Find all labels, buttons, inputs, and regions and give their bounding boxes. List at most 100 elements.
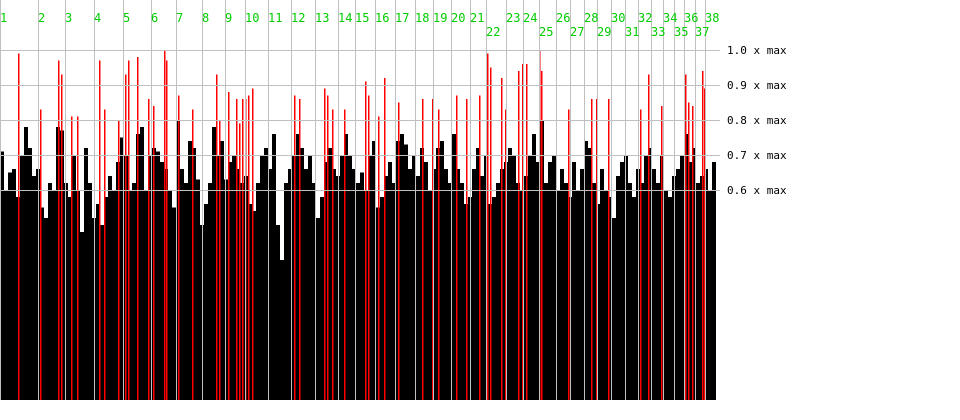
bar [648, 148, 652, 400]
highlighted-bar [192, 109, 194, 400]
y-tick-label: 0.6 x max [727, 184, 787, 197]
bar [168, 190, 172, 400]
bar [424, 162, 428, 400]
x-marker-label: 3 [65, 11, 72, 25]
highlighted-bar [456, 95, 458, 400]
bar [172, 207, 176, 400]
x-marker-label: 2 [38, 11, 45, 25]
bar [408, 169, 412, 400]
bar [108, 176, 112, 400]
bar [300, 148, 304, 400]
highlighted-bar [294, 95, 296, 400]
x-marker-label: 9 [225, 11, 232, 25]
bar [84, 148, 88, 400]
bar [652, 169, 656, 400]
highlighted-bar [40, 109, 42, 400]
highlighted-bar [487, 53, 489, 400]
bar [392, 183, 396, 400]
bar [308, 155, 312, 400]
x-marker-label: 22 [486, 25, 500, 39]
bar [100, 225, 104, 400]
x-marker-label: 25 [539, 25, 553, 39]
bar [192, 148, 196, 400]
bar [584, 141, 588, 400]
x-marker-label: 21 [470, 11, 484, 25]
x-marker-label: 26 [556, 11, 570, 25]
highlighted-bar [591, 99, 593, 400]
bar [512, 155, 516, 400]
bar [232, 155, 236, 400]
highlighted-bar [422, 99, 424, 400]
bar [476, 148, 480, 400]
bar [12, 169, 16, 400]
highlighted-bar [104, 109, 106, 400]
bar [104, 197, 108, 400]
bar [132, 183, 136, 400]
bar [612, 218, 616, 400]
bar [296, 134, 300, 400]
highlighted-bar [568, 109, 570, 400]
highlighted-bar [118, 120, 120, 400]
bar [268, 169, 272, 400]
highlighted-bar [522, 64, 524, 400]
y-tick-label: 0.9 x max [727, 79, 787, 92]
highlighted-bar [608, 99, 610, 400]
bar [216, 155, 220, 400]
bar [316, 218, 320, 400]
bar [404, 144, 408, 400]
highlighted-bar [501, 78, 503, 400]
bar [536, 162, 540, 400]
x-marker-label: 19 [433, 11, 447, 25]
highlighted-bar [518, 71, 520, 400]
bar [96, 204, 100, 400]
highlighted-bar [384, 78, 386, 400]
bar [608, 197, 612, 400]
highlighted-bar [18, 53, 20, 400]
bar [276, 225, 280, 400]
highlighted-bar [58, 60, 60, 400]
bar [120, 137, 124, 400]
x-marker-label: 32 [638, 11, 652, 25]
highlighted-bar [479, 95, 481, 400]
bar [256, 183, 260, 400]
bar [676, 169, 680, 400]
bar [560, 169, 564, 400]
bar [72, 155, 76, 400]
highlighted-bar [704, 88, 706, 400]
bar [148, 155, 152, 400]
bar [412, 155, 416, 400]
y-tick-label: 1.0 x max [727, 44, 787, 57]
highlighted-bar [438, 109, 440, 400]
bar [496, 183, 500, 400]
bar [160, 162, 164, 400]
bar [208, 183, 212, 400]
bar [52, 190, 56, 400]
bar [588, 148, 592, 400]
bar [340, 155, 344, 400]
bar [616, 176, 620, 400]
highlighted-bar [432, 99, 434, 400]
bar [632, 197, 636, 400]
bar [348, 155, 352, 400]
bar [48, 183, 52, 400]
bar [156, 151, 160, 400]
bar [140, 127, 144, 400]
bar [600, 169, 604, 400]
bar [388, 162, 392, 400]
highlighted-bar [692, 106, 694, 400]
bar [372, 141, 376, 400]
bar [440, 141, 444, 400]
bar [472, 169, 476, 400]
bar [180, 169, 184, 400]
bar [644, 155, 648, 400]
bar [456, 169, 460, 400]
highlighted-bar [236, 99, 238, 400]
bar [692, 148, 696, 400]
bar [544, 183, 548, 400]
bar [712, 162, 716, 400]
bar [68, 197, 72, 400]
highlighted-bar [685, 74, 687, 400]
bar [556, 190, 560, 400]
highlighted-bar [596, 99, 598, 400]
